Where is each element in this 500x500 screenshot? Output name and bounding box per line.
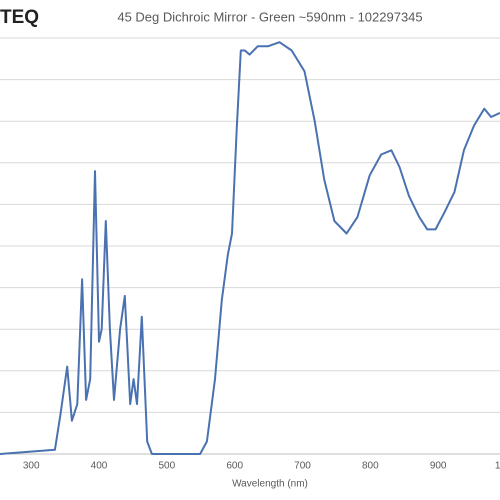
logo: TEQ	[0, 7, 39, 28]
x-tick-label: 1000	[495, 461, 500, 472]
x-tick-label: 300	[23, 461, 40, 472]
x-tick-label: 900	[430, 461, 447, 472]
x-tick-label: 700	[294, 461, 311, 472]
data-line	[0, 41, 500, 455]
x-axis-label: Wavelength (nm)	[232, 479, 308, 490]
x-tick-label: 800	[362, 461, 379, 472]
x-tick-label: 600	[226, 461, 243, 472]
chart-title: 45 Deg Dichroic Mirror - Green ~590nm - …	[117, 9, 422, 24]
x-tick-label: 400	[91, 461, 108, 472]
x-tick-label: 500	[159, 461, 176, 472]
